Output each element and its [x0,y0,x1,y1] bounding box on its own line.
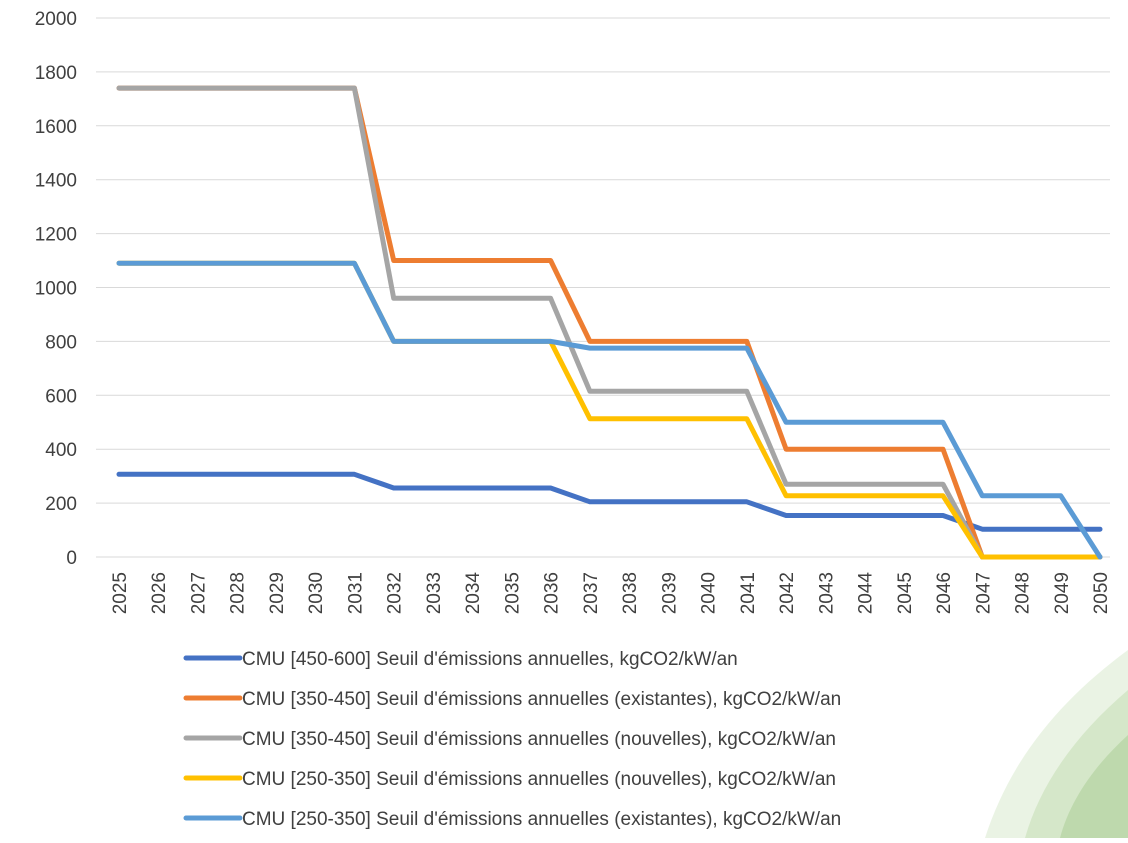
y-tick-label: 0 [66,548,77,569]
y-tick-label: 1600 [35,117,77,138]
x-tick-label: 2035 [502,572,523,614]
x-tick-label: 2048 [1013,572,1034,614]
x-tick-label: 2040 [699,572,720,614]
x-tick-label: 2031 [345,572,366,614]
x-axis-ticks: 2025 2026 2027 2028 2029 2030 2031 2032 2033 2034… [110,572,1112,615]
y-tick-label: 1000 [35,279,77,300]
x-tick-label: 2043 [816,572,837,614]
decorative-swoosh [985,650,1128,838]
legend-label: CMU [350-450] Seuil d'émissions annuelle… [242,729,836,750]
y-tick-label: 200 [45,494,77,515]
x-tick-label: 2047 [973,572,994,614]
x-tick-label: 2038 [620,572,641,614]
x-tick-label: 2039 [659,572,680,614]
series-line-3 [116,85,1103,560]
y-tick-label: 1200 [35,225,77,246]
y-tick-label: 1800 [35,63,77,84]
y-tick-label: 2000 [35,9,77,30]
x-tick-label: 2026 [149,572,170,614]
x-tick-label: 2046 [934,572,955,614]
series-line-1 [116,471,1103,532]
y-tick-label: 600 [45,386,77,407]
x-tick-label: 2036 [542,572,563,614]
legend: CMU [450-600] Seuil d'émissions annuelle… [183,649,841,830]
x-tick-label: 2049 [1052,572,1073,614]
legend-label: CMU [450-600] Seuil d'émissions annuelle… [242,649,738,670]
x-tick-label: 2045 [895,572,916,614]
x-tick-label: 2044 [856,572,877,615]
x-tick-label: 2029 [267,572,288,614]
y-tick-label: 1400 [35,171,77,192]
series-lines [116,85,1103,560]
x-tick-label: 2030 [306,572,327,614]
x-tick-label: 2041 [738,572,759,614]
y-tick-label: 400 [45,440,77,461]
series-line-4 [116,260,1103,560]
series-line-5 [116,260,1103,560]
legend-label: CMU [350-450] Seuil d'émissions annuelle… [242,689,841,710]
x-tick-label: 2025 [110,572,131,614]
x-tick-label: 2034 [463,572,484,615]
x-tick-label: 2028 [228,572,249,614]
series-line-2 [116,85,1103,560]
x-tick-label: 2033 [424,572,445,614]
x-tick-label: 2032 [385,572,406,614]
y-tick-label: 800 [45,332,77,353]
x-tick-label: 2042 [777,572,798,614]
legend-label: CMU [250-350] Seuil d'émissions annuelle… [242,809,841,830]
x-tick-label: 2037 [581,572,602,614]
legend-label: CMU [250-350] Seuil d'émissions annuelle… [242,769,836,790]
x-tick-label: 2027 [188,572,209,614]
y-axis-ticks: 0 200 400 600 800 1000 1200 1400 1600 1800 2000 [35,9,77,569]
x-tick-label: 2050 [1091,572,1112,614]
